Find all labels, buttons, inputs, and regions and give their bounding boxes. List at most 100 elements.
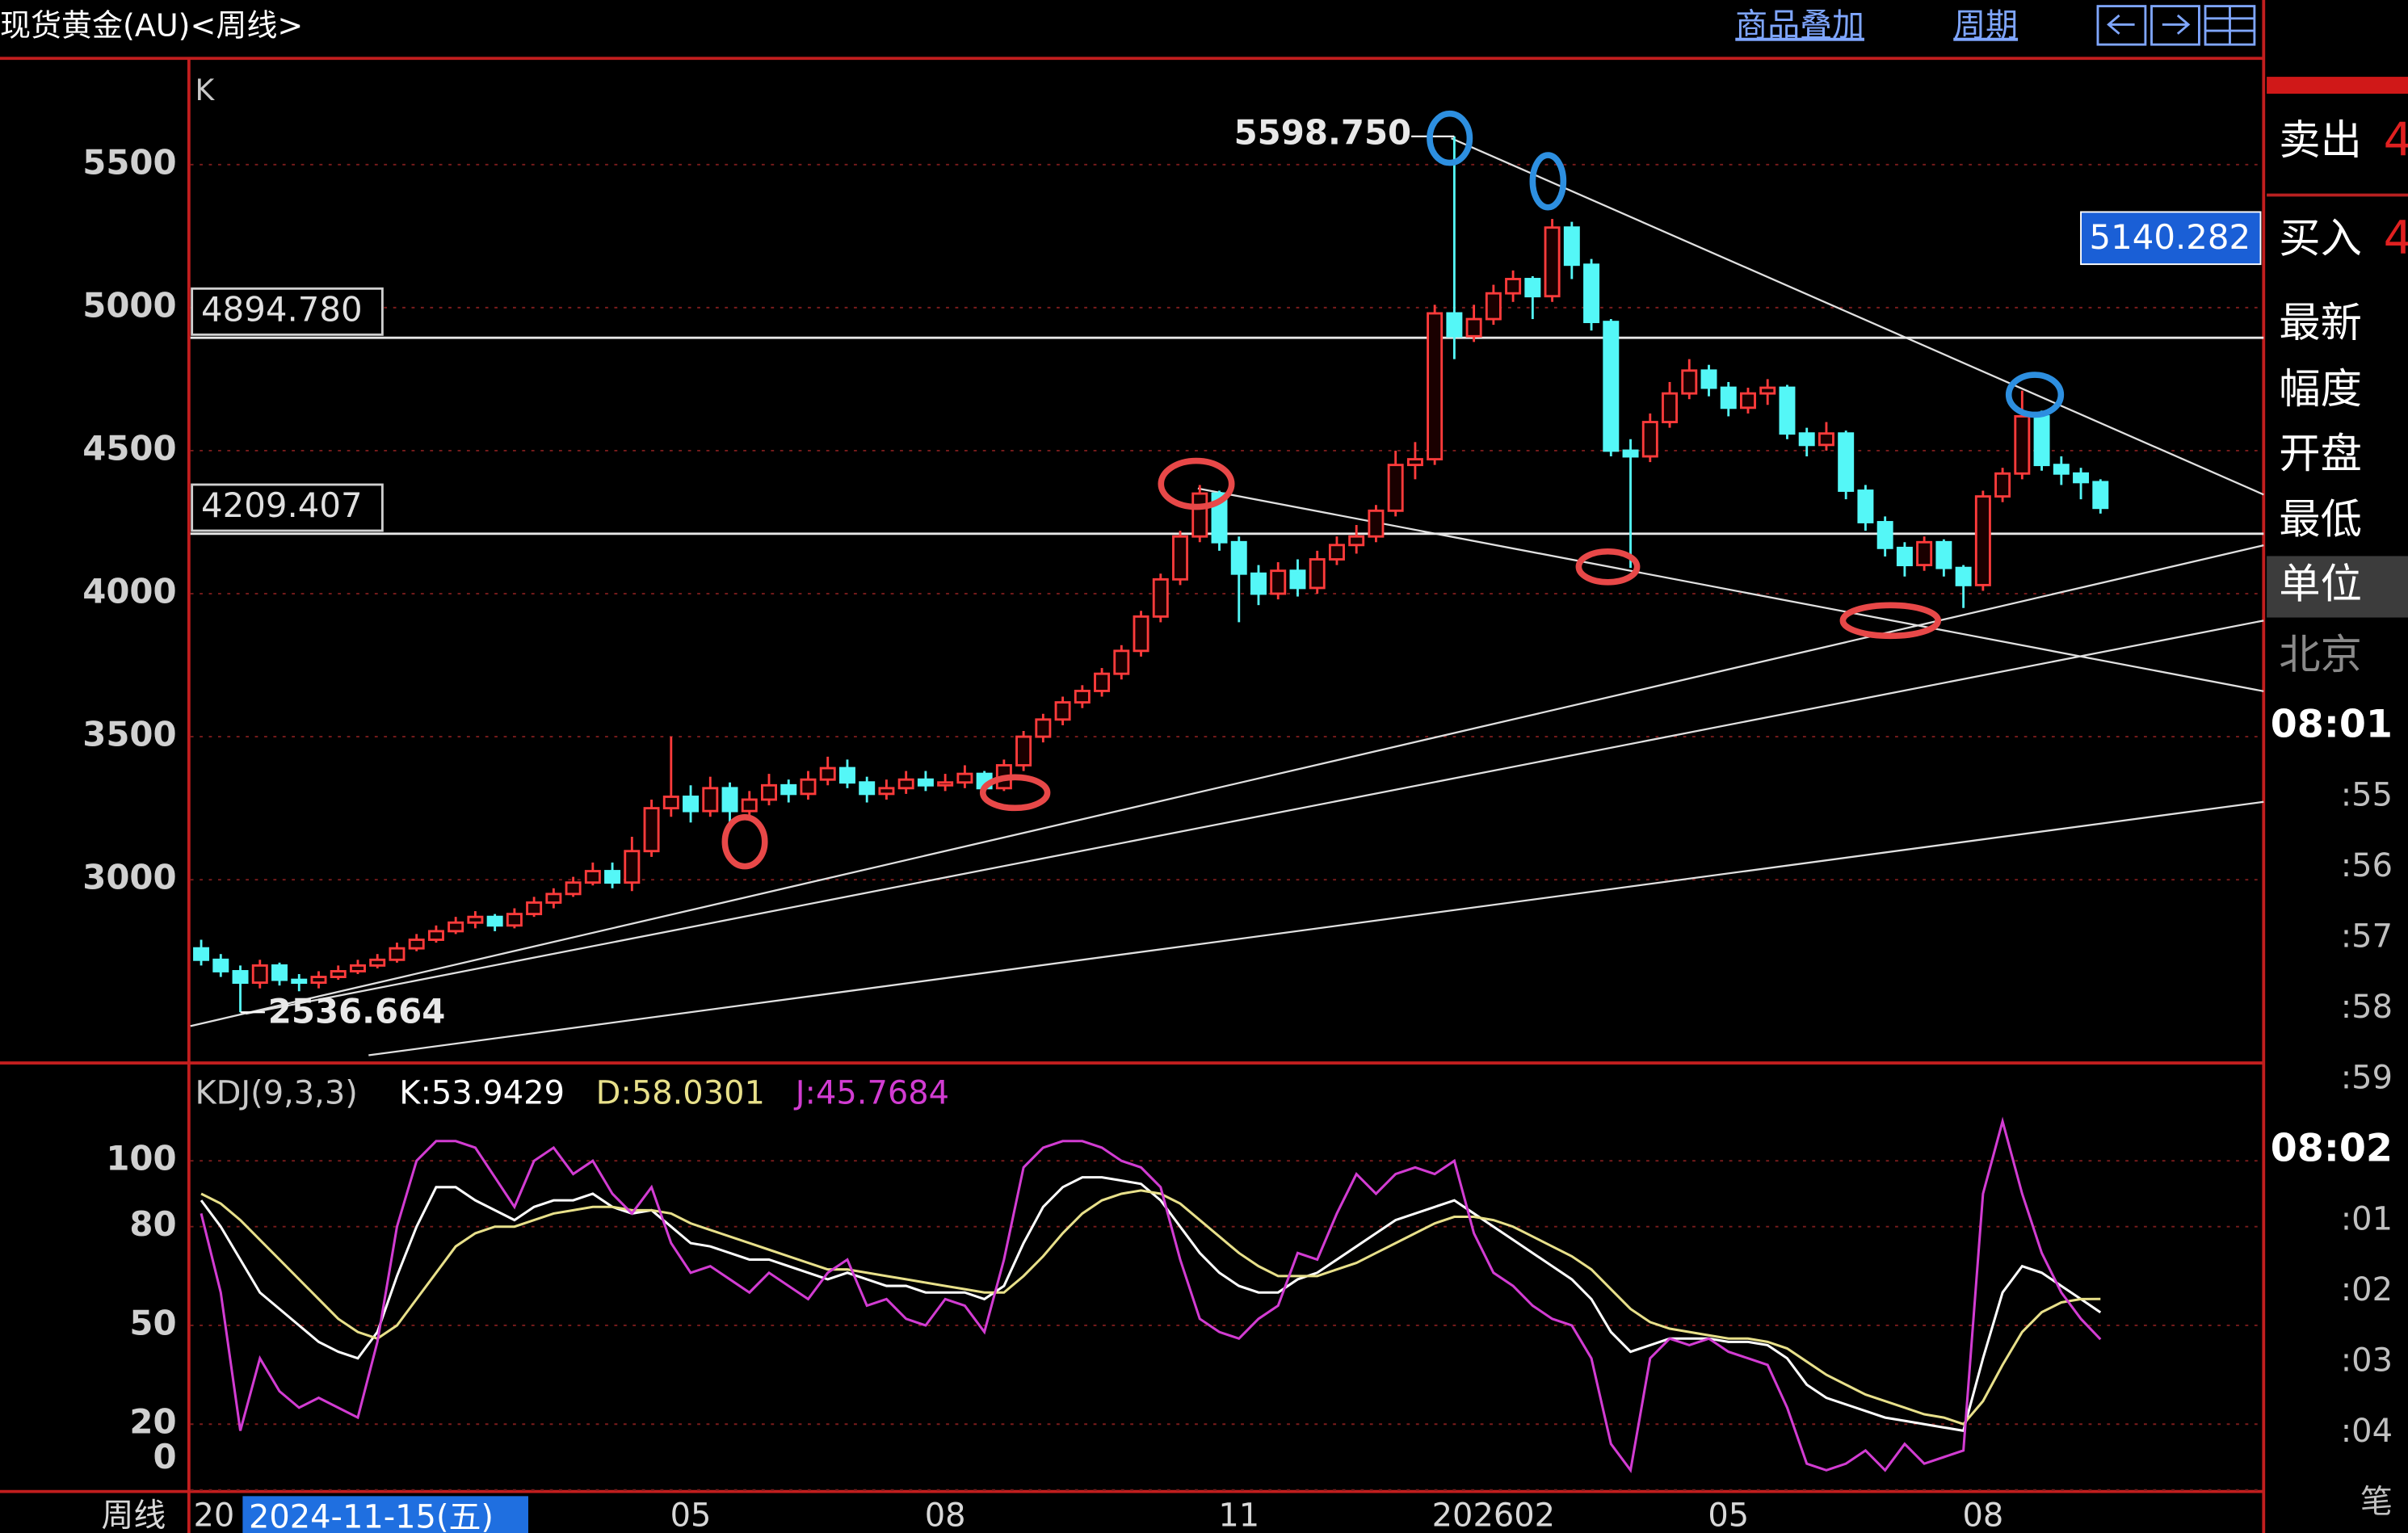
candle-body xyxy=(956,772,973,784)
candle-body xyxy=(1994,472,2011,498)
candle-body xyxy=(2092,481,2109,510)
candle-body xyxy=(643,807,660,853)
sidebar-time: :58 xyxy=(2341,989,2393,1026)
candle-body xyxy=(624,850,641,884)
candle-body xyxy=(1387,464,1404,512)
candle-body xyxy=(486,915,503,927)
cursor-box xyxy=(242,1496,528,1533)
x-tick-label: 11 xyxy=(1218,1497,1259,1533)
marker-circle xyxy=(1839,602,1942,640)
candle-body xyxy=(349,964,366,972)
sidebar-time: 笔 xyxy=(2360,1483,2393,1520)
panel-label: K xyxy=(195,73,215,107)
x-tick-label: 05 xyxy=(670,1497,712,1533)
candle-body xyxy=(604,870,621,884)
candle-body xyxy=(1974,495,1991,586)
candle-body xyxy=(780,783,797,796)
sidebar-time: :57 xyxy=(2341,918,2393,955)
price-box-label: 5140.282 xyxy=(2090,217,2251,257)
candle-body xyxy=(1857,489,1874,523)
y-tick-label: 100 xyxy=(106,1139,176,1178)
candle-body xyxy=(1406,458,1423,467)
sidebar-value: 4 xyxy=(2384,212,2408,265)
indicator-line xyxy=(200,1116,2102,1474)
y-tick-label: 5500 xyxy=(82,142,176,182)
price-box xyxy=(2080,211,2262,266)
high-label: 5598.750 xyxy=(1234,112,1412,152)
candle-body xyxy=(389,947,406,961)
candle-body xyxy=(1328,544,1345,561)
candle-body xyxy=(702,787,719,813)
candle-body xyxy=(1152,578,1169,618)
sidebar-time: :59 xyxy=(2341,1059,2393,1096)
x-tick-label: 08 xyxy=(925,1497,966,1533)
legend-label: K:53.9429 xyxy=(399,1074,565,1111)
candle-body xyxy=(1759,386,1776,395)
candle-body xyxy=(584,870,601,884)
y-tick-label: 3000 xyxy=(82,858,176,897)
candle-body xyxy=(1015,735,1032,766)
candle-body xyxy=(800,778,817,796)
menu-overlay[interactable]: 商品叠加 xyxy=(1735,7,1864,44)
candle-body xyxy=(1368,509,1385,538)
marker-circle xyxy=(1529,152,1567,211)
candle-body xyxy=(291,978,308,985)
candle-body xyxy=(448,921,464,933)
low-label: 2536.664 xyxy=(268,992,446,1031)
sidebar-field: 北京 xyxy=(2279,631,2362,679)
sidebar-field: 单位 xyxy=(2279,560,2362,608)
candle-body xyxy=(1270,569,1287,595)
legend-label: J:45.7684 xyxy=(793,1074,949,1111)
footer-period: 周线 xyxy=(101,1497,166,1533)
sidebar-time: :01 xyxy=(2341,1200,2393,1237)
candle-body xyxy=(1681,369,1698,395)
candle-body xyxy=(1191,492,1208,538)
candle-body xyxy=(310,976,327,985)
y-tick-label: 4500 xyxy=(82,428,176,468)
y-tick-label: 5000 xyxy=(82,285,176,325)
marker-circle xyxy=(1575,548,1641,586)
sidebar-field: 最新 xyxy=(2279,299,2362,347)
candle-body xyxy=(1700,369,1717,389)
trend-line xyxy=(190,544,2264,1027)
sidebar-label: 卖出 xyxy=(2279,116,2362,165)
nav-left[interactable] xyxy=(2096,5,2147,46)
sidebar-field: 开盘 xyxy=(2279,430,2362,478)
candle-body xyxy=(427,930,444,941)
marker-circle xyxy=(1427,110,1473,166)
candle-body xyxy=(1838,432,1855,492)
price-line-box xyxy=(191,287,384,336)
price-line-label: 4894.780 xyxy=(201,289,363,329)
candle-body xyxy=(1094,672,1111,692)
nav-right[interactable] xyxy=(2150,5,2200,46)
candle-body xyxy=(271,964,288,981)
arrow-right xyxy=(2162,14,2191,35)
candle-body xyxy=(1544,226,1561,298)
candle-body xyxy=(1505,278,1522,295)
marker-circle xyxy=(2005,372,2065,418)
marker-circle xyxy=(979,774,1051,812)
sidebar-time: :03 xyxy=(2341,1342,2393,1379)
candle-body xyxy=(1446,312,1463,338)
candle-body xyxy=(1054,701,1071,721)
candle-body xyxy=(838,766,855,784)
candle-body xyxy=(721,787,738,813)
trend-line xyxy=(368,800,2264,1056)
x-tick-label: 05 xyxy=(1708,1497,1749,1533)
candle-body xyxy=(1798,432,1815,447)
menu-period[interactable]: 周期 xyxy=(1953,7,2018,44)
candle-body xyxy=(2014,415,2031,475)
candle-body xyxy=(506,913,523,927)
frame xyxy=(0,0,2266,1533)
x-tick-label: 08 xyxy=(1962,1497,2003,1533)
x-tick-label: 20 xyxy=(194,1497,235,1533)
sidebar-field: 最低 xyxy=(2279,496,2362,544)
trend-line xyxy=(1451,137,2264,496)
candle-body xyxy=(1427,312,1444,461)
candle-body xyxy=(1309,558,1326,590)
candle-body xyxy=(251,964,268,985)
candle-body xyxy=(212,958,229,972)
candle-body xyxy=(565,881,582,896)
candle-body xyxy=(1113,649,1130,675)
